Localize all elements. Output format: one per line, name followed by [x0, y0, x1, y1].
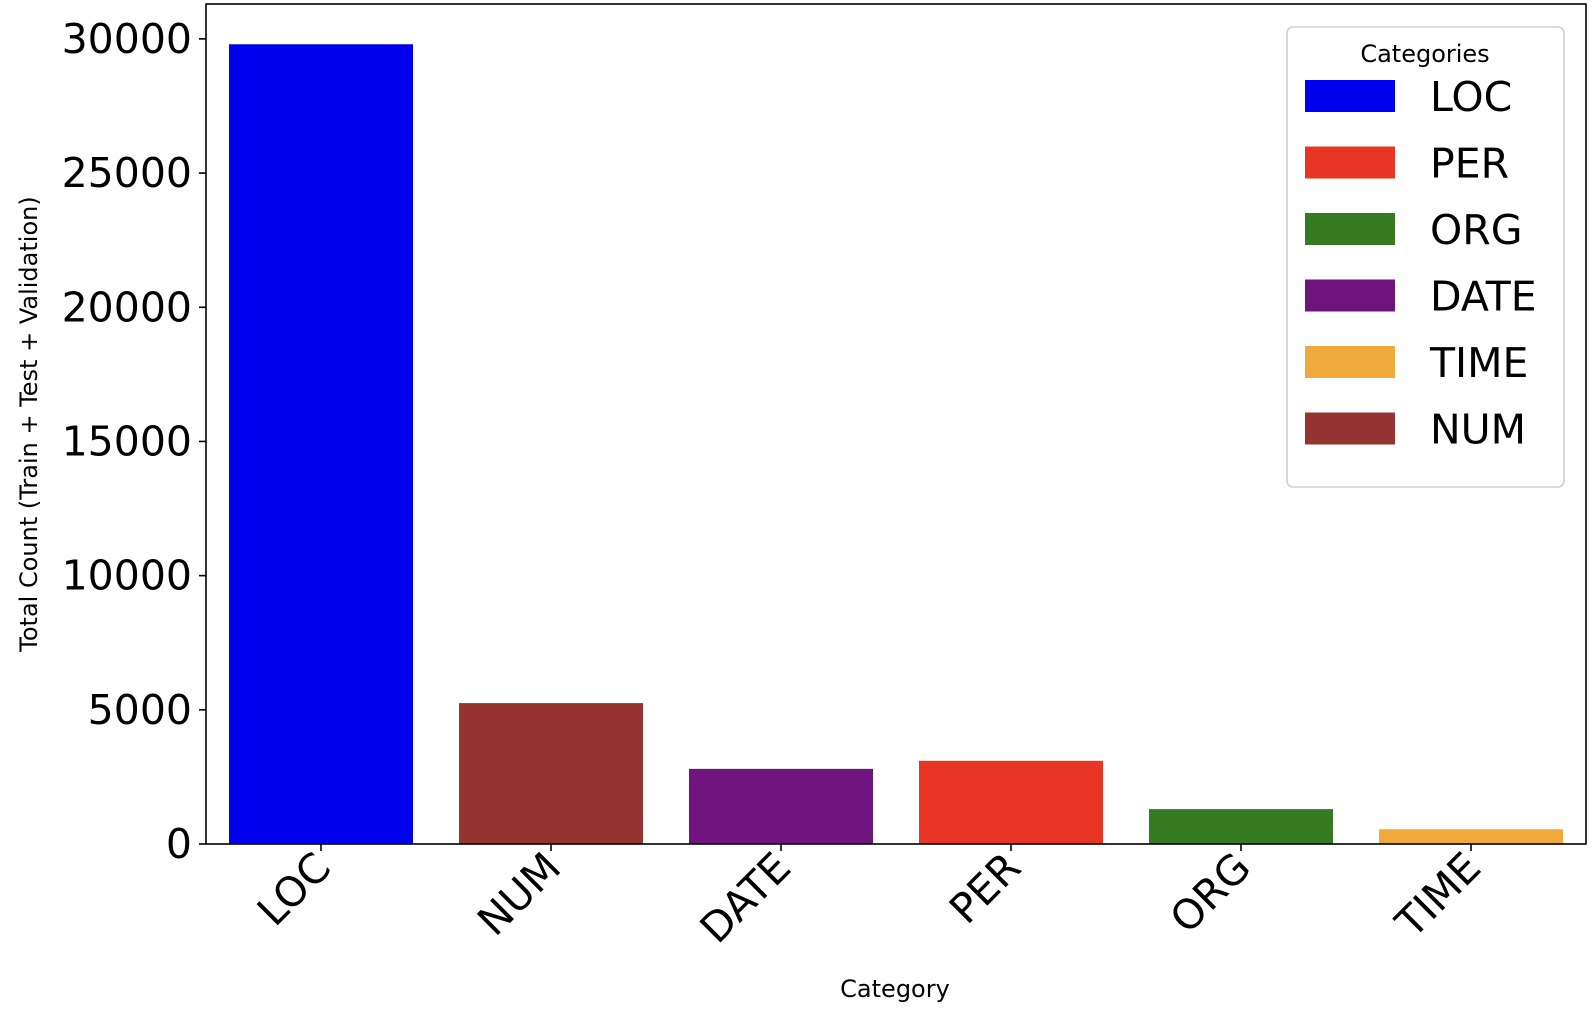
- legend-label-num: NUM: [1430, 406, 1526, 454]
- y-tick-label: 5000: [88, 686, 192, 734]
- legend-swatch-time: [1305, 346, 1395, 378]
- bar-loc: [229, 44, 413, 844]
- x-tick-label-org: ORG: [1161, 843, 1260, 942]
- y-tick-label: 25000: [62, 149, 192, 197]
- legend-swatch-per: [1305, 146, 1395, 179]
- legend-title: Categories: [1360, 40, 1489, 68]
- y-tick-label: 30000: [62, 15, 192, 63]
- legend-swatch-loc: [1305, 80, 1395, 112]
- y-tick-label: 15000: [62, 417, 192, 465]
- bar-time: [1379, 829, 1563, 844]
- legend-items: LOC PER ORG DATE TIME NUM: [1305, 73, 1537, 454]
- x-tick-label-date: DATE: [691, 843, 800, 952]
- bar-per: [919, 760, 1103, 844]
- y-tick-label: 10000: [62, 552, 192, 600]
- y-tick-label: 20000: [62, 283, 192, 331]
- x-axis-label: Category: [840, 975, 950, 1003]
- legend-label-time: TIME: [1429, 339, 1528, 387]
- bar-num: [459, 703, 643, 844]
- bar-date: [689, 768, 873, 844]
- legend-swatch-org: [1305, 213, 1395, 245]
- x-tick-label-loc: LOC: [248, 843, 340, 935]
- y-axis: 0 5000 10000 15000 20000 25000 30000: [62, 15, 206, 868]
- legend-label-date: DATE: [1430, 273, 1537, 321]
- legend-swatch-date: [1305, 279, 1395, 312]
- legend-label-per: PER: [1430, 140, 1509, 188]
- x-axis: LOC NUM DATE PER ORG TIME: [248, 843, 1490, 952]
- plot-frame: [205, 3, 1587, 845]
- x-tick-label-per: PER: [940, 843, 1030, 933]
- legend: Categories LOC PER ORG DATE TIME NUM: [1286, 26, 1565, 488]
- bars-group: [229, 44, 1563, 844]
- y-tick-label: 0: [166, 820, 192, 868]
- legend-label-loc: LOC: [1430, 73, 1512, 121]
- x-tick-label-num: NUM: [468, 843, 570, 945]
- x-tick-label-time: TIME: [1386, 843, 1490, 947]
- y-axis-label: Total Count (Train + Test + Validation): [15, 196, 43, 652]
- legend-label-org: ORG: [1430, 206, 1523, 254]
- bar-org: [1149, 809, 1333, 844]
- legend-swatch-num: [1305, 412, 1395, 445]
